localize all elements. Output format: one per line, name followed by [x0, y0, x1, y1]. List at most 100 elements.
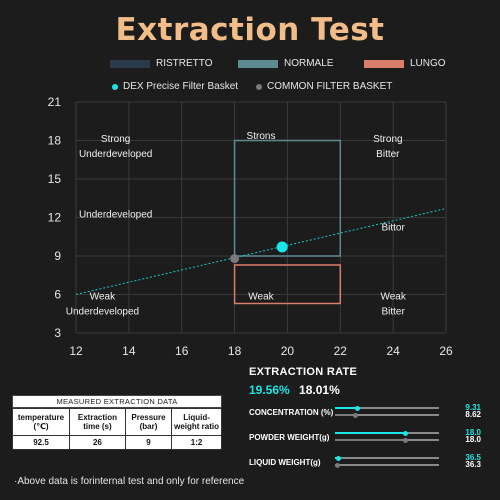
extraction-rate-dex: 19.56% [249, 383, 290, 397]
legend-swatch-ristretto [110, 59, 150, 68]
quadrant-label: Weak [248, 292, 274, 303]
metric-bar-dex [335, 405, 439, 411]
metric-label: LIQUID WEIGHT(g) [249, 458, 321, 467]
metric-bar-dex [335, 430, 439, 436]
legend-item-lungo: LUNGO [364, 58, 446, 69]
metric-bar-knob-dex [355, 405, 361, 411]
legend-swatch-lungo [364, 59, 404, 68]
quadrant-label-line: Weak [90, 292, 116, 303]
x-tick-label: 24 [386, 344, 400, 358]
x-tick-label: 14 [122, 344, 136, 358]
quadrant-label: Strons [247, 131, 276, 142]
metric-value-common: 18.0 [465, 435, 481, 444]
extraction-chart: 12 14 16 18 20 22 24 26 3 6 9 12 15 18 21 Strong Underd… [48, 95, 453, 358]
metric-bar-fill-common [335, 439, 406, 441]
x-tick-label: 20 [281, 344, 295, 358]
quadrant-label-line: Weak [380, 292, 406, 303]
y-tick-label: 21 [48, 95, 62, 109]
quadrant-label-line: Bitter [381, 307, 405, 318]
legend-item-ristretto: RISTRETTO [110, 58, 238, 69]
legend-swatch-normale [238, 59, 278, 68]
metric-row: LIQUID WEIGHT(g) 36.5 36.3 [249, 450, 489, 472]
table-title: MEASURED EXTRACTION DATA [12, 395, 222, 408]
quadrant-label-line: Underdeveloped [79, 149, 152, 160]
legend-item-normale: NORMALE [238, 58, 364, 69]
legend-item-dex: DEX Precise Filter Basket [112, 81, 256, 92]
quadrant-label-line: Bittor [381, 222, 405, 233]
metric-row: POWDER WEIGHT(g) 18.0 18.0 [249, 425, 489, 447]
table-header: temperature (℃) [12, 408, 70, 436]
chart-trend [75, 208, 447, 295]
metric-value-dex: 36.5 [465, 453, 481, 462]
extraction-rate-title: EXTRACTION RATE [249, 366, 358, 378]
chart-zones [233, 139, 342, 305]
metric-label: POWDER WEIGHT(g) [249, 433, 330, 442]
metric-value-common: 36.3 [465, 460, 481, 469]
metric-bar-common [335, 412, 439, 418]
metric-bar-common [334, 462, 439, 468]
quadrant-label-line: Bitter [376, 149, 400, 160]
table-header: Liquid-weight ratio [171, 408, 222, 436]
legend-label-normale: NORMALE [284, 58, 334, 69]
metric-row: CONCENTRATION (%) 9.31 8.62 [249, 400, 489, 422]
y-tick-label: 15 [48, 172, 62, 186]
quadrant-label-line: Underdeveloped [79, 210, 152, 221]
zone-legend: RISTRETTO NORMALE LUNGO [110, 58, 446, 69]
point-legend: DEX Precise Filter Basket COMMON FILTER … [112, 81, 392, 92]
metric-value-dex: 9.31 [465, 403, 481, 412]
quadrant-label: Weak Underdeveloped [66, 292, 139, 318]
y-tick-label: 6 [54, 288, 61, 302]
zone-lungo [233, 264, 342, 305]
y-tick-label: 3 [54, 326, 61, 340]
table-cell: 92.5 [12, 435, 70, 450]
x-tick-label: 22 [334, 344, 348, 358]
metric-bar-dex [335, 455, 439, 461]
legend-dot-dex [112, 83, 118, 90]
table-cell: 1:2 [171, 435, 222, 450]
legend-label-lungo: LUNGO [410, 58, 446, 69]
metric-bar-common [335, 437, 439, 443]
metric-bar-knob-dex [335, 455, 341, 461]
table-header: Extraction time (s) [68, 408, 126, 436]
table-cell: 9 [124, 435, 173, 450]
data-point-common [230, 254, 240, 264]
quadrant-label: Strong Bitter [373, 134, 402, 160]
chart-ticks: 12 14 16 18 20 22 24 26 3 6 9 12 15 18 21 [48, 95, 453, 358]
metric-value-dex: 18.0 [465, 428, 481, 437]
metric-bar-fill-dex [335, 407, 358, 409]
metrics-panel: CONCENTRATION (%) 9.31 8.62 POWDER WEIGHT(g… [249, 400, 489, 480]
y-tick-label: 12 [48, 211, 62, 225]
data-point-dex [276, 241, 288, 253]
x-tick-label: 12 [69, 344, 83, 358]
quadrant-label: Strong Underdeveloped [79, 134, 152, 160]
legend-dot-common [256, 83, 262, 90]
extraction-rate-common: 18.01% [299, 383, 340, 397]
measured-data-table: MEASURED EXTRACTION DATA temperature (℃)… [12, 395, 222, 450]
quadrant-label-line: Strong [373, 134, 402, 145]
table-cell: 26 [68, 435, 126, 450]
metric-bar-knob-common [334, 462, 340, 468]
x-tick-label: 16 [175, 344, 189, 358]
legend-label-dex: DEX Precise Filter Basket [123, 81, 239, 92]
quadrant-label: Bittor [381, 222, 405, 233]
quadrant-label: Underdeveloped [79, 210, 152, 221]
metric-label: CONCENTRATION (%) [249, 408, 334, 417]
chart-annotations: Strong Underdeveloped Strons Strong Bitter Un… [66, 131, 407, 317]
zone-normale [233, 139, 342, 257]
metric-bar-fill-common [335, 414, 356, 416]
x-tick-label: 26 [439, 344, 453, 358]
metric-bar-fill-dex [335, 432, 406, 434]
trend-line [75, 208, 447, 295]
chart-points [230, 241, 288, 264]
x-tick-label: 18 [228, 344, 242, 358]
y-tick-label: 18 [48, 134, 62, 148]
metric-value-common: 8.62 [465, 410, 481, 419]
reference-note: ·Above data is forinternal test and only… [14, 476, 245, 487]
legend-label-ristretto: RISTRETTO [156, 58, 213, 69]
legend-item-common: COMMON FILTER BASKET [256, 81, 392, 92]
table-header: Pressure (bar) [124, 408, 173, 436]
page-title: Extraction Test [115, 12, 385, 48]
quadrant-label: Weak Bitter [380, 292, 406, 318]
metric-bar-knob-dex [403, 430, 409, 436]
y-tick-label: 9 [54, 249, 61, 263]
